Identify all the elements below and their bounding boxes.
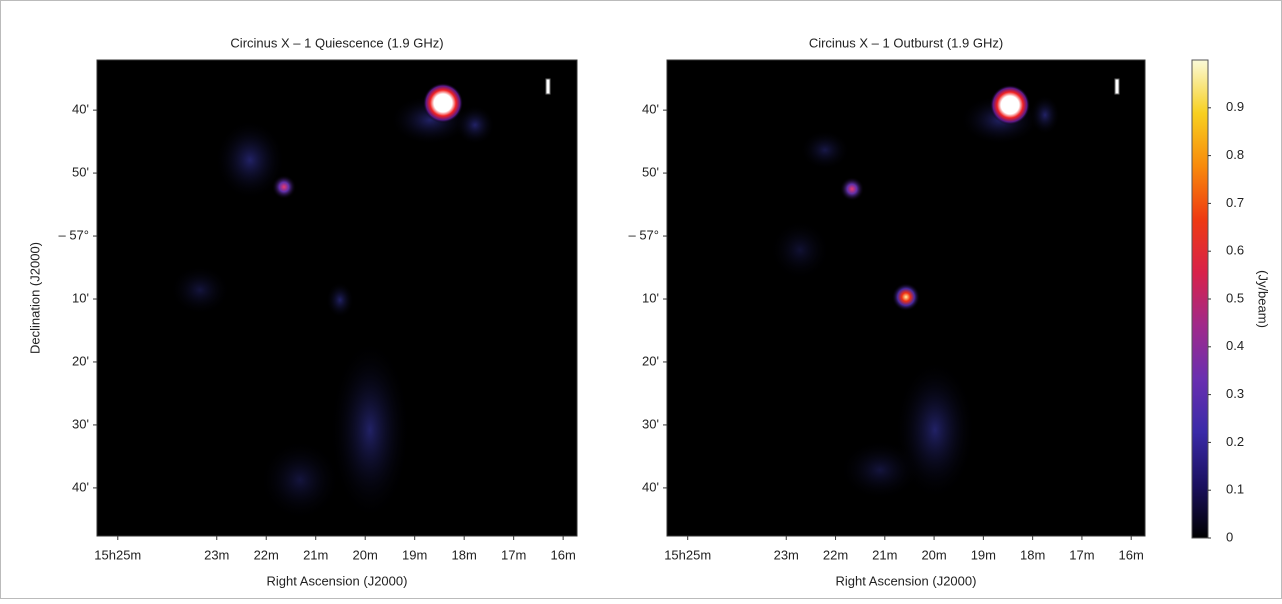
emission xyxy=(170,78,551,520)
y-tick-label: 40' xyxy=(72,102,89,117)
panel-title: Circinus X – 1 Outburst (1.9 GHz) xyxy=(809,35,1003,50)
y-tick-label: 30' xyxy=(642,416,659,431)
x-axis-label: Right Ascension (J2000) xyxy=(836,573,977,588)
colorbar-tick-label: 0.4 xyxy=(1226,338,1244,353)
y-tick-label: 50' xyxy=(72,165,89,180)
y-axis-label: Declination (J2000) xyxy=(27,242,42,354)
colorbar-tick-label: 0.9 xyxy=(1226,99,1244,114)
colorbar-tick-label: 0.1 xyxy=(1226,482,1244,497)
x-tick-label: 15h25m xyxy=(664,547,711,562)
colorbar-label: (Jy/beam) xyxy=(1256,270,1271,328)
y-tick-label: – 57° xyxy=(58,227,89,242)
colorbar-tick-label: 0.6 xyxy=(1226,243,1244,258)
x-tick-label: 17m xyxy=(1069,547,1094,562)
colorbar-tick-label: 0 xyxy=(1226,529,1233,544)
emission xyxy=(770,78,1120,500)
y-tick-label: 10' xyxy=(642,290,659,305)
x-tick-label: 23m xyxy=(774,547,799,562)
x-tick-label: 19m xyxy=(971,547,996,562)
y-tick-label: 20' xyxy=(642,353,659,368)
colorbar xyxy=(1191,59,1209,539)
x-tick-label: 15h25m xyxy=(94,547,141,562)
y-tick-label: 20' xyxy=(72,353,89,368)
colorbar-tick-label: 0.2 xyxy=(1226,434,1244,449)
x-tick-label: 21m xyxy=(872,547,897,562)
x-tick-label: 20m xyxy=(921,547,946,562)
y-tick-label: 50' xyxy=(642,165,659,180)
x-tick-label: 23m xyxy=(204,547,229,562)
x-axis-label: Right Ascension (J2000) xyxy=(267,573,408,588)
x-tick-label: 16m xyxy=(1119,547,1144,562)
x-tick-label: 20m xyxy=(353,547,378,562)
colorbar-tick-label: 0.8 xyxy=(1226,147,1244,162)
x-tick-label: 17m xyxy=(501,547,526,562)
x-tick-label: 18m xyxy=(452,547,477,562)
x-tick-label: 22m xyxy=(254,547,279,562)
y-tick-label: 40' xyxy=(642,479,659,494)
x-tick-label: 19m xyxy=(402,547,427,562)
y-tick-label: 30' xyxy=(72,416,89,431)
colorbar-tick-label: 0.5 xyxy=(1226,290,1244,305)
plot-border xyxy=(96,59,578,537)
colorbar-tick-label: 0.3 xyxy=(1226,386,1244,401)
y-tick-label: 40' xyxy=(72,479,89,494)
panel-title: Circinus X – 1 Quiescence (1.9 GHz) xyxy=(230,35,443,50)
x-tick-label: 22m xyxy=(823,547,848,562)
y-tick-label: – 57° xyxy=(628,227,659,242)
x-tick-label: 18m xyxy=(1020,547,1045,562)
x-tick-label: 16m xyxy=(550,547,575,562)
x-tick-label: 21m xyxy=(303,547,328,562)
y-tick-label: 40' xyxy=(642,102,659,117)
plot-border xyxy=(666,59,1146,537)
y-tick-label: 10' xyxy=(72,290,89,305)
colorbar-tick-label: 0.7 xyxy=(1226,195,1244,210)
